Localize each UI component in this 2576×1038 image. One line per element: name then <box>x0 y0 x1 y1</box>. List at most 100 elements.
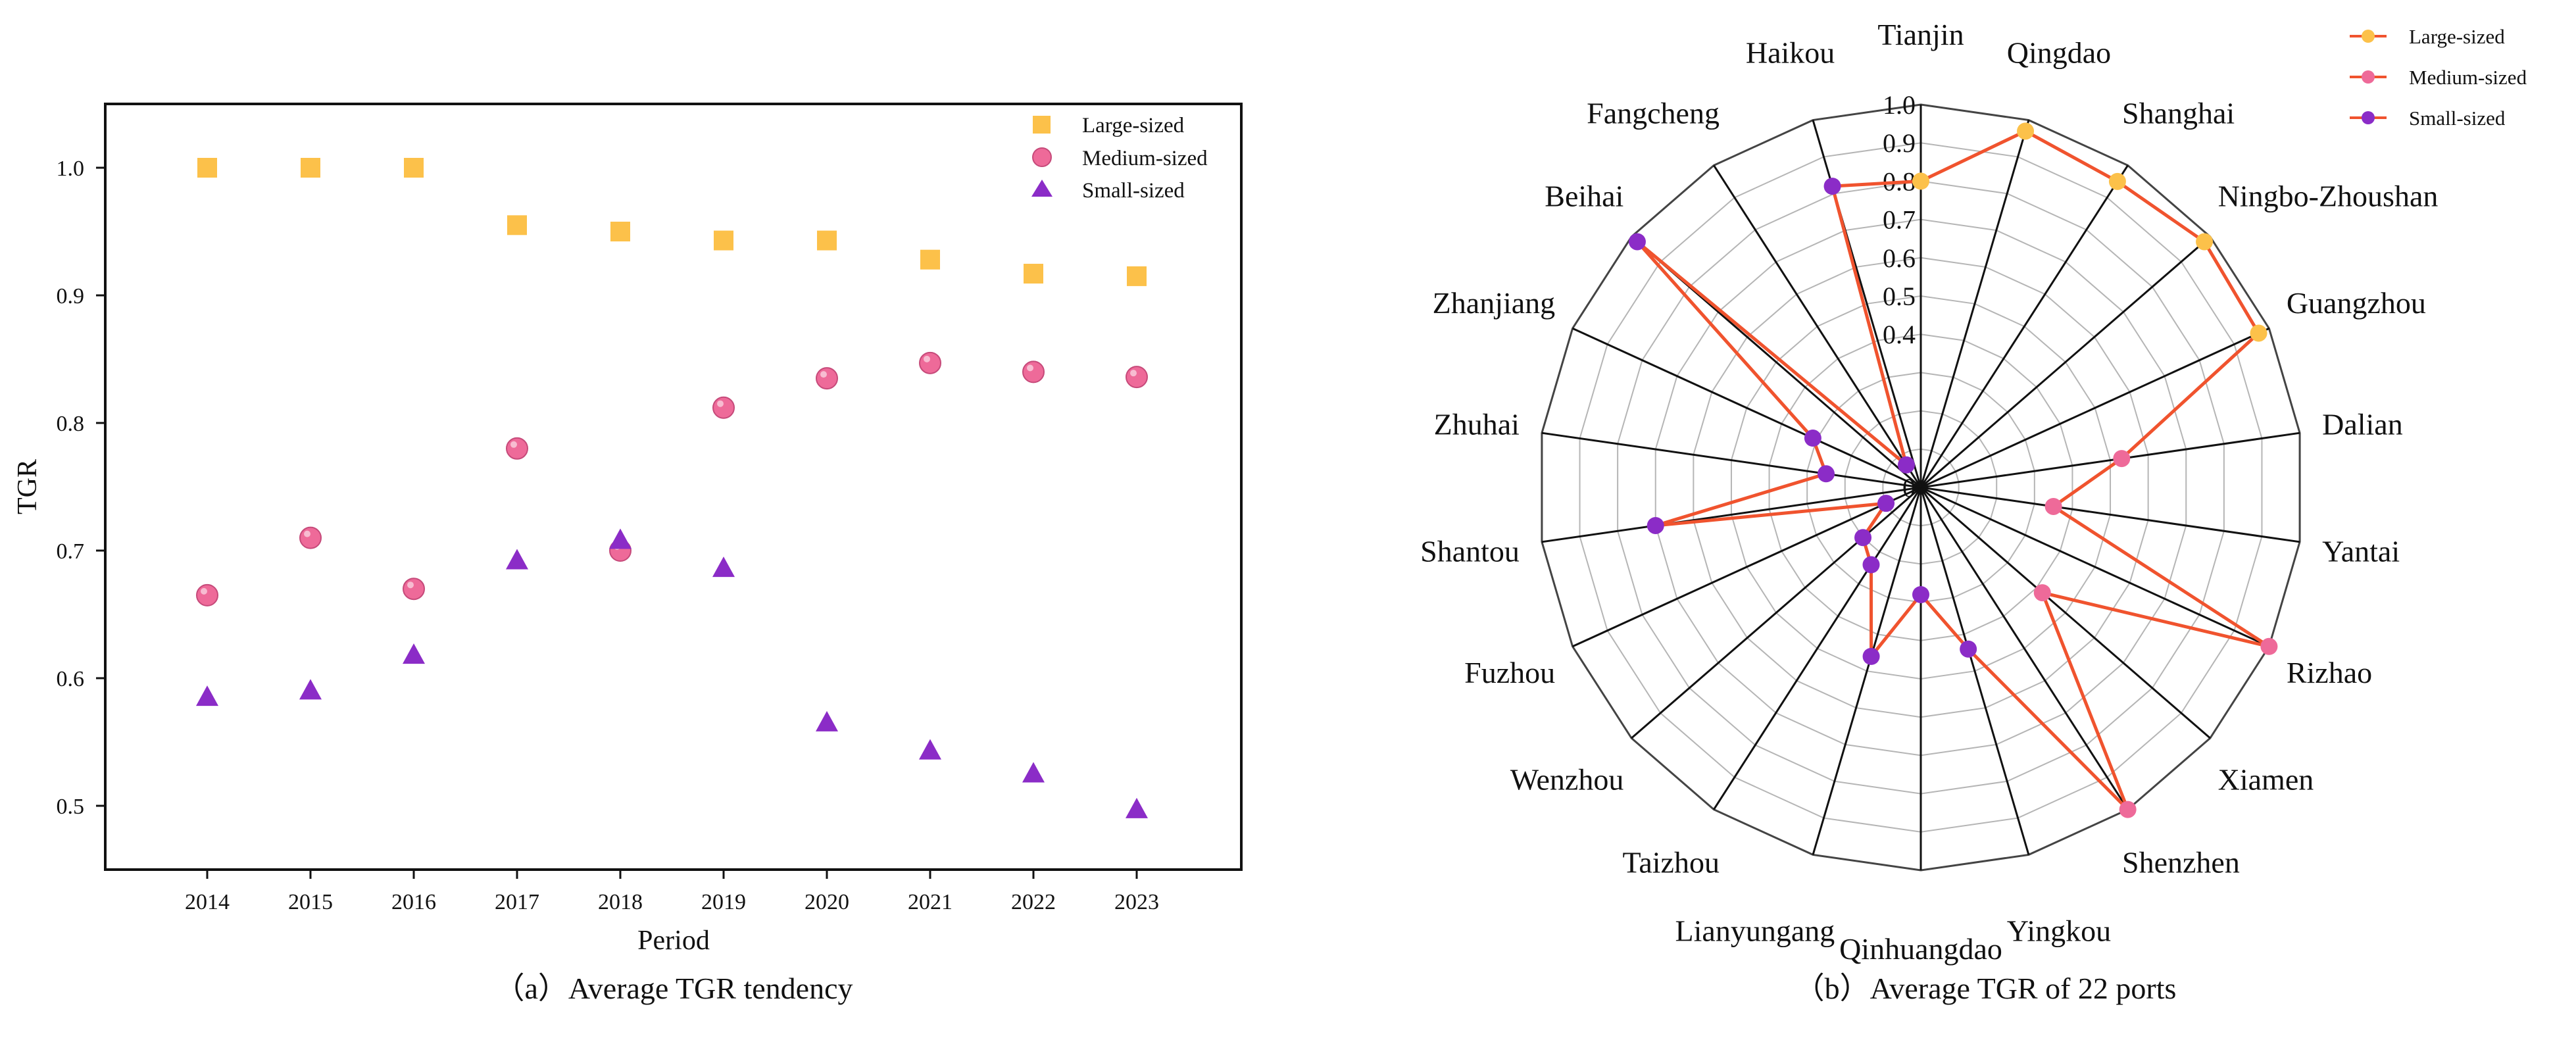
point-large-sized <box>714 230 733 251</box>
radar-point-zhanjiang <box>1804 430 1821 447</box>
point-small-sized <box>609 528 632 549</box>
x-tick-label: 2016 <box>391 890 436 914</box>
legend-marker-medium <box>1032 147 1052 167</box>
legend-label-small: Small-sized <box>1082 179 1185 203</box>
radar-point-yingkou <box>1960 640 1977 658</box>
scatter-points <box>196 158 1148 818</box>
x-tick-label: 2023 <box>1114 890 1159 914</box>
point-highlight <box>717 400 724 407</box>
y-tick-label: 0.6 <box>57 667 85 691</box>
point-medium-sized <box>506 437 528 460</box>
x-tick-label: 2017 <box>495 890 539 914</box>
radar-spoke <box>1812 487 1922 855</box>
radar-point-lianyungang <box>1862 647 1880 665</box>
x-tick-label: 2019 <box>701 890 746 914</box>
scatter-plot-frame <box>104 103 1243 871</box>
radar-label-haikou: Haikou <box>1746 36 1835 69</box>
radar-tick-label: 0.5 <box>1883 282 1916 311</box>
radar-legend-marker-medium <box>2362 70 2375 84</box>
point-large-sized <box>301 158 320 178</box>
radar-point-fangcheng <box>1897 456 1915 474</box>
radar-label-taizhou: Taizhou <box>1622 846 1720 879</box>
y-axis-label: TGR <box>12 459 43 514</box>
radar-tick-label: 1.0 <box>1883 90 1916 120</box>
radar-radial-tick-labels: 00.40.50.60.70.80.91.0 <box>1883 90 1916 503</box>
x-tick-label: 2022 <box>1011 890 1056 914</box>
scatter-chart: 0.50.60.70.80.91.0 2014 2015 2016 2017 2018 2… <box>12 103 1243 1005</box>
point-highlight <box>1130 370 1137 377</box>
point-large-sized <box>404 158 424 178</box>
point-small-sized <box>506 549 528 570</box>
x-tick-label: 2020 <box>805 890 849 914</box>
radar-point-shanghai <box>2108 172 2126 190</box>
point-highlight <box>407 581 414 589</box>
point-small-sized <box>196 685 218 706</box>
radar-point-guangzhou <box>2250 324 2267 342</box>
radar-point-xiamen <box>2033 584 2051 602</box>
radar-legend: Large-sized Medium-sized Small-sized <box>2350 25 2527 130</box>
x-tick-label: 2018 <box>598 890 643 914</box>
radar-label-xiamen: Xiamen <box>2218 762 2314 796</box>
radar-label-qingdao: Qingdao <box>2007 36 2111 69</box>
point-highlight <box>510 441 517 448</box>
point-highlight <box>924 355 930 362</box>
radar-spoke <box>1920 327 2270 489</box>
point-medium-sized <box>1022 360 1045 383</box>
point-small-sized <box>712 556 735 578</box>
point-small-sized <box>299 679 322 700</box>
radar-series <box>1628 122 2278 818</box>
point-small-sized <box>919 739 941 760</box>
legend-label-medium: Medium-sized <box>1082 147 1208 170</box>
radar-point-wenzhou <box>1854 529 1872 547</box>
radar-point-shenzhen <box>2119 801 2137 818</box>
radar-label-zhanjiang: Zhanjiang <box>1433 286 1556 320</box>
radar-label-rizhao: Rizhao <box>2287 656 2372 689</box>
scatter-legend: Large-sized Medium-sized Small-sized <box>1031 114 1208 203</box>
radar-label-ningbo-zhoushan: Ningbo-Zhoushan <box>2218 180 2439 213</box>
point-medium-sized <box>196 583 218 606</box>
radar-label-shenzhen: Shenzhen <box>2122 846 2240 879</box>
y-tick-label: 1.0 <box>57 157 85 181</box>
radar-spoke <box>1920 120 2030 488</box>
x-tick-label: 2015 <box>288 890 333 914</box>
radar-spoke <box>1920 432 2300 489</box>
radar-point-haikou <box>1823 178 1841 195</box>
point-highlight <box>304 530 310 537</box>
point-medium-sized <box>1126 366 1148 389</box>
radar-spoke <box>1713 164 1922 488</box>
radar-spoke <box>1920 486 2270 648</box>
point-small-sized <box>1126 797 1148 818</box>
x-tick-label: 2014 <box>185 890 230 914</box>
radar-point-qingdao <box>2017 122 2035 140</box>
caption-b: （b）Average TGR of 22 ports <box>1795 972 2177 1005</box>
radar-point-fuzhou <box>1877 495 1895 512</box>
radar-spoke <box>1920 235 2211 489</box>
radar-label-shantou: Shantou <box>1420 534 1520 568</box>
radar-point-qinhuangdao <box>1912 585 1929 603</box>
radar-label-guangzhou: Guangzhou <box>2287 286 2426 320</box>
radar-spoke <box>1920 486 2300 543</box>
point-small-sized <box>1022 762 1045 783</box>
radar-spoke <box>1572 327 1921 489</box>
point-large-sized <box>817 230 837 251</box>
radar-point-zhuhai <box>1817 465 1835 483</box>
radar-spoke <box>1920 164 2129 488</box>
radar-point-taizhou <box>1862 556 1880 574</box>
point-medium-sized <box>816 367 838 390</box>
radar-point-rizhao <box>2260 637 2278 655</box>
legend-marker-large <box>1033 116 1051 134</box>
x-tick-label: 2021 <box>908 890 953 914</box>
radar-label-wenzhou: Wenzhou <box>1510 762 1624 796</box>
y-tick-label: 0.9 <box>57 284 85 309</box>
point-medium-sized <box>919 351 941 374</box>
radar-tick-label: 0.9 <box>1883 128 1916 158</box>
point-small-sized <box>816 710 838 731</box>
radar-spoke <box>1920 487 2129 810</box>
radar-point-tianjin <box>1912 172 1929 190</box>
y-axis: 0.5 0.6 0.7 0.8 0.9 1.0 <box>57 157 105 819</box>
x-axis: 2014 2015 2016 2017 2018 2019 2020 2021 2022 2023 <box>185 870 1159 914</box>
radar-label-tianjin: Tianjin <box>1877 18 1964 51</box>
radar-label-beihai: Beihai <box>1545 180 1623 213</box>
radar-spoke <box>1713 487 1922 810</box>
